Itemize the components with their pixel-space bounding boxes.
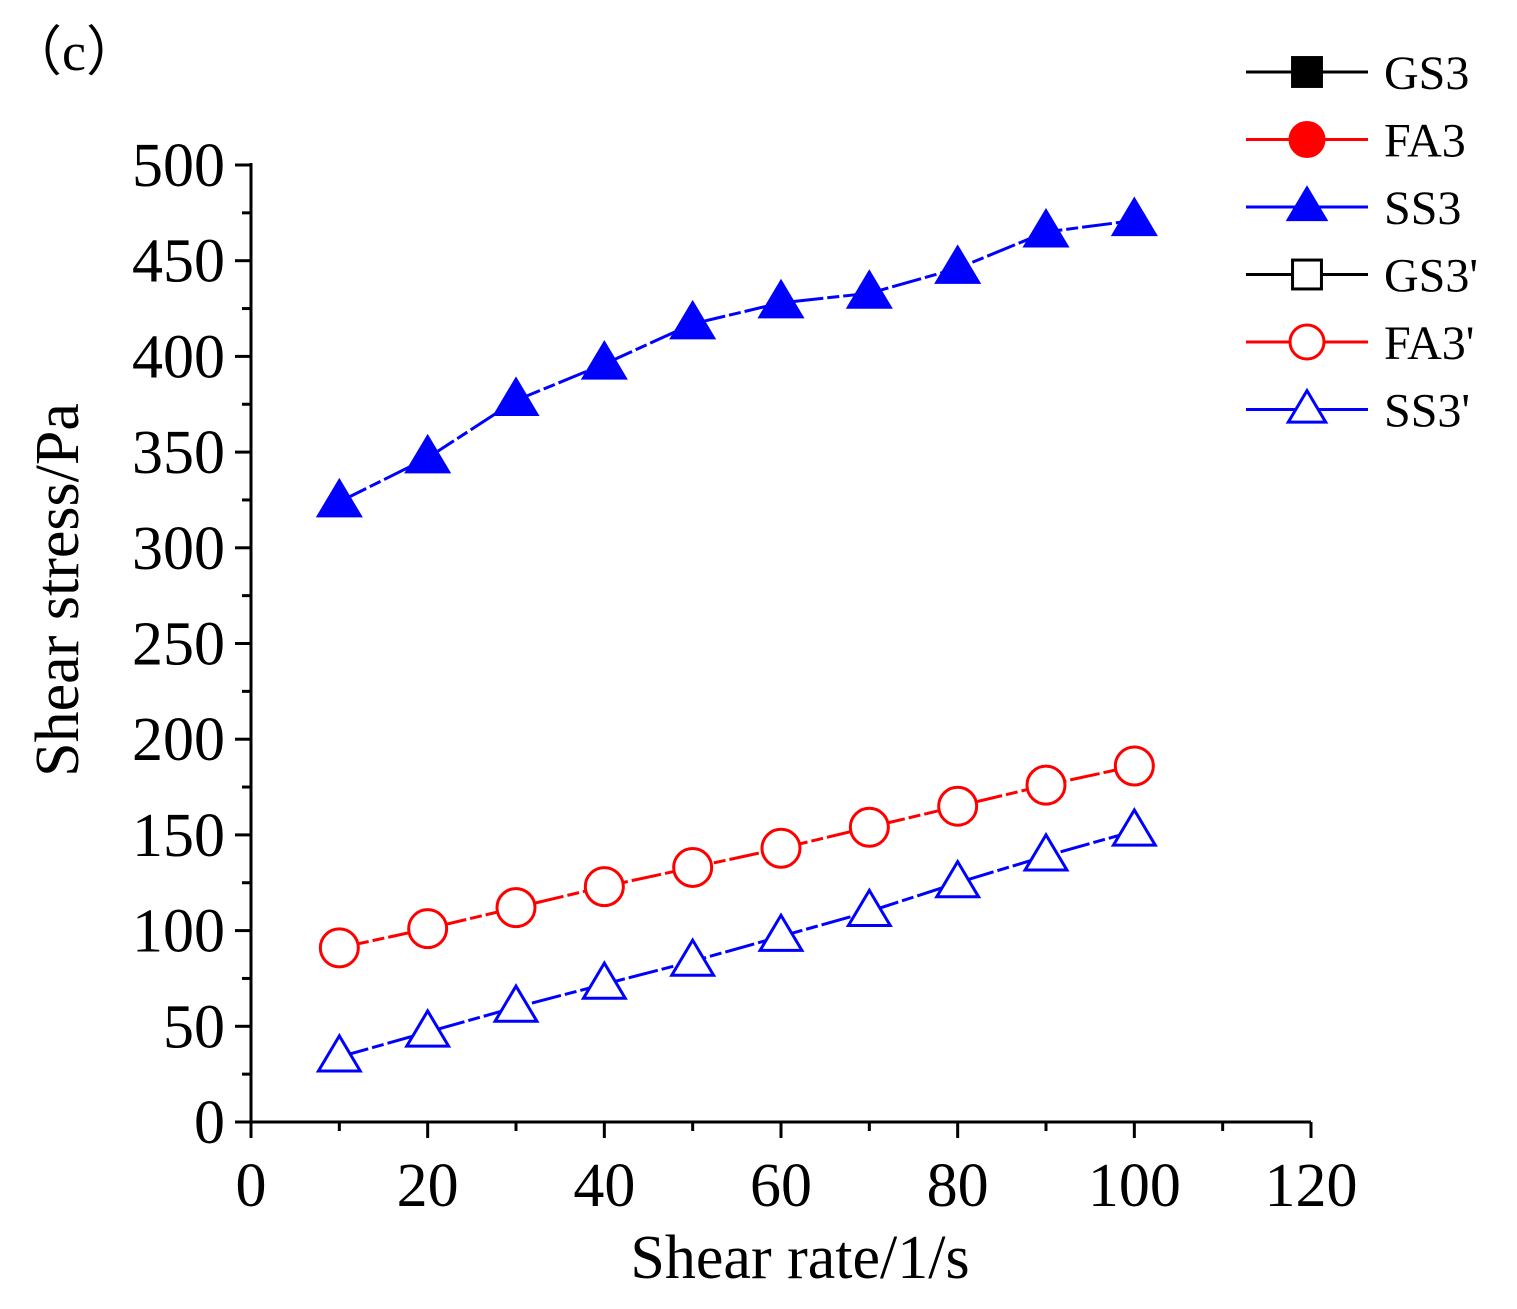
legend-label: SS3'	[1384, 385, 1470, 438]
series-ss3	[315, 196, 1158, 518]
data-point-ss3	[492, 983, 540, 1023]
data-point-ss3	[1022, 831, 1070, 872]
series-fa3	[318, 745, 1155, 969]
y-tick-label: 150	[132, 802, 225, 870]
legend-item-ss3: SS3'	[1246, 385, 1470, 438]
legend-item-fa3: FA3	[1246, 115, 1466, 168]
series-line-ss3	[338, 219, 1135, 504]
data-point-fa3	[407, 908, 449, 950]
axes: 0 50 100 150 200 250 300 350 400 450 500 0 20 40 60 80 1…	[132, 132, 1358, 1220]
legend-marker	[1285, 185, 1329, 222]
x-tick-label: 120	[1265, 1152, 1358, 1220]
y-tick-label: 400	[132, 323, 225, 391]
data-point-fa3	[760, 827, 802, 869]
x-tick-label: 60	[750, 1152, 812, 1220]
legend-label: GS3'	[1384, 250, 1478, 303]
y-tick-label: 100	[132, 898, 225, 966]
data-point-fa3	[318, 927, 360, 969]
series-line-ss3	[338, 829, 1135, 1059]
panel-label: （c）	[8, 22, 140, 82]
legend-label: FA3	[1384, 115, 1466, 168]
y-tick-label: 200	[132, 706, 225, 774]
data-point-ss3	[404, 433, 452, 474]
legend-marker	[1291, 56, 1323, 88]
legend-marker	[1288, 323, 1326, 361]
data-point-ss3	[404, 1008, 452, 1048]
legend-item-ss3: SS3	[1246, 182, 1461, 235]
data-point-ss3	[934, 244, 982, 284]
legend-item-gs3: GS3'	[1246, 250, 1478, 303]
x-tick-label: 20	[397, 1152, 459, 1220]
data-point-fa3	[495, 887, 537, 929]
y-tick-label: 350	[132, 419, 225, 487]
legend-label: SS3	[1384, 182, 1461, 235]
y-tick-label: 450	[132, 228, 225, 296]
data-point-fa3	[583, 866, 625, 908]
y-tick-label: 50	[163, 993, 225, 1061]
series-ss3	[315, 807, 1158, 1073]
x-tick-label: 0	[236, 1152, 267, 1220]
y-tick-label: 300	[132, 515, 225, 583]
data-point-fa3	[1113, 745, 1155, 787]
legend-marker	[1285, 387, 1329, 424]
data-point-ss3	[580, 960, 628, 1000]
y-tick-label: 500	[132, 132, 225, 200]
data-point-fa3	[848, 806, 890, 848]
legend-marker	[1288, 121, 1326, 158]
y-tick-label: 250	[132, 611, 225, 679]
data-point-ss3	[845, 269, 893, 309]
series-line-fa3	[339, 764, 1135, 950]
data-point-ss3	[1110, 807, 1158, 847]
data-point-fa3	[672, 846, 714, 888]
data-point-ss3	[315, 1032, 363, 1073]
x-tick-label: 40	[573, 1152, 635, 1220]
data-point-ss3	[492, 376, 540, 416]
legend-marker	[1291, 258, 1323, 291]
data-point-fa3	[937, 785, 979, 827]
data-point-ss3	[580, 340, 628, 380]
x-tick-label: 100	[1088, 1152, 1181, 1220]
legend-item-fa3: FA3'	[1246, 317, 1474, 370]
y-tick-label: 0	[194, 1089, 225, 1157]
data-point-ss3	[669, 299, 717, 340]
legend-label: FA3'	[1384, 317, 1474, 370]
y-axis-title: Shear stress/Pa	[24, 403, 92, 777]
data-point-ss3	[934, 858, 982, 899]
data-point-ss3	[845, 887, 893, 928]
plot-area	[315, 196, 1158, 1073]
data-point-ss3	[1110, 196, 1158, 237]
legend-label: GS3	[1384, 47, 1469, 100]
x-tick-label: 80	[927, 1152, 989, 1220]
data-point-ss3	[757, 278, 805, 319]
data-point-ss3	[1022, 207, 1070, 248]
data-point-ss3	[669, 937, 717, 977]
legend: GS3 FA3 SS3 GS3' FA3' SS3'	[1246, 47, 1478, 438]
data-point-ss3	[757, 912, 805, 952]
legend-item-gs3: GS3	[1246, 47, 1469, 100]
x-axis-title: Shear rate/1/s	[630, 1224, 969, 1292]
data-point-ss3	[315, 477, 363, 518]
data-point-fa3	[1025, 764, 1067, 806]
